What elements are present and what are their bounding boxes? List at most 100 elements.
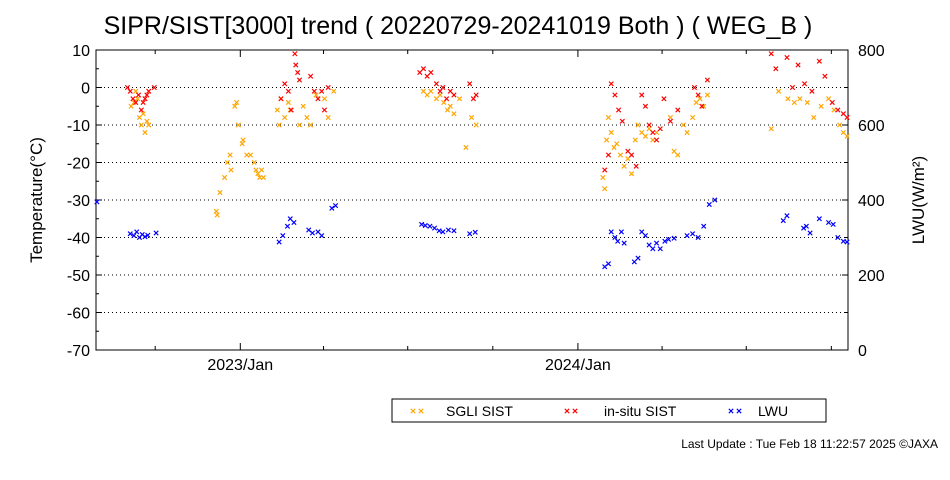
- data-point: [309, 230, 316, 236]
- data-point: [822, 73, 828, 79]
- data-point: [136, 114, 143, 121]
- data-point: [600, 174, 606, 181]
- data-point: [803, 223, 809, 229]
- data-point: [789, 84, 796, 91]
- data-point: [830, 221, 836, 227]
- data-point: [773, 66, 779, 72]
- data-point: [280, 233, 286, 239]
- data-point: [142, 129, 148, 136]
- data-point: [285, 99, 291, 106]
- data-point: [603, 137, 610, 143]
- data-point: [468, 114, 475, 121]
- data-point: [667, 114, 673, 121]
- data-point: [295, 69, 301, 76]
- data-point: [127, 88, 133, 94]
- data-point: [443, 96, 450, 102]
- series-sgli-sist: [128, 88, 850, 218]
- data-point: [473, 122, 479, 128]
- data-point: [605, 261, 612, 267]
- y2-tick-label: 200: [858, 268, 885, 285]
- left-axis-ticks: 10 0 -10 -20 -30 -40 -50 -60 -70: [67, 43, 102, 360]
- data-point: [146, 88, 152, 94]
- data-point: [332, 203, 339, 209]
- data-point: [235, 122, 242, 128]
- chart-title: SIPR/SIST[3000] trend ( 20220729-2024101…: [104, 12, 813, 40]
- data-point: [300, 103, 306, 109]
- data-point: [704, 77, 710, 83]
- data-point: [315, 96, 321, 102]
- data-point: [463, 144, 469, 151]
- data-point: [304, 114, 310, 121]
- data-point: [642, 233, 649, 239]
- data-point: [605, 152, 612, 158]
- data-point: [699, 103, 705, 109]
- data-point: [127, 231, 133, 237]
- data-point: [614, 141, 620, 147]
- data-point: [138, 122, 144, 128]
- data-point: [768, 126, 774, 132]
- data-point: [701, 103, 707, 109]
- data-point: [801, 225, 807, 231]
- data-point: [844, 239, 850, 245]
- data-point: [217, 189, 223, 196]
- data-point: [646, 242, 652, 248]
- data-point: [325, 114, 331, 121]
- data-point: [296, 77, 303, 83]
- data-point: [321, 96, 328, 102]
- data-point: [451, 92, 457, 98]
- data-point: [797, 96, 803, 102]
- data-point: [417, 69, 423, 76]
- data-point: [650, 246, 656, 252]
- data-point: [816, 216, 822, 222]
- data-point: [133, 88, 139, 94]
- data-point: [131, 99, 137, 106]
- data-point: [639, 92, 645, 98]
- data-point: [285, 88, 291, 94]
- data-point: [282, 114, 288, 121]
- y-tick-label: -70: [67, 343, 90, 360]
- data-point: [706, 201, 712, 208]
- y-tick-label: -40: [67, 231, 90, 248]
- data-point: [784, 213, 790, 219]
- data-point: [616, 107, 622, 113]
- data-point: [602, 167, 608, 173]
- data-point: [829, 99, 835, 106]
- data-point: [287, 216, 293, 222]
- data-point: [680, 122, 686, 128]
- data-point: [639, 129, 645, 136]
- data-point: [628, 171, 635, 177]
- data-point: [650, 129, 656, 136]
- data-point: [313, 92, 319, 98]
- data-point: [642, 133, 649, 139]
- data-point: [662, 238, 668, 244]
- data-point: [795, 62, 801, 68]
- data-point: [451, 111, 457, 117]
- data-point: [472, 229, 478, 235]
- data-point: [437, 88, 443, 94]
- data-point: [258, 167, 265, 173]
- data-point: [835, 234, 841, 241]
- data-point: [844, 114, 850, 121]
- data-point: [284, 223, 291, 229]
- data-point: [791, 99, 797, 106]
- data-point: [811, 114, 817, 121]
- data-point: [325, 84, 331, 91]
- data-point: [768, 51, 774, 57]
- data-point: [142, 234, 148, 240]
- data-point: [444, 107, 451, 113]
- y-tick-label: -50: [67, 268, 90, 285]
- data-point: [605, 114, 612, 121]
- series-lwu: [94, 197, 850, 270]
- data-point: [467, 81, 473, 87]
- data-point: [274, 107, 280, 113]
- data-point: [315, 229, 321, 235]
- data-point: [780, 218, 786, 224]
- data-point: [704, 92, 710, 98]
- data-point: [433, 96, 439, 102]
- data-point: [816, 58, 822, 64]
- data-point: [684, 129, 690, 136]
- data-point: [153, 230, 159, 236]
- legend-label: in-situ SIST: [604, 403, 677, 419]
- data-point: [625, 148, 631, 154]
